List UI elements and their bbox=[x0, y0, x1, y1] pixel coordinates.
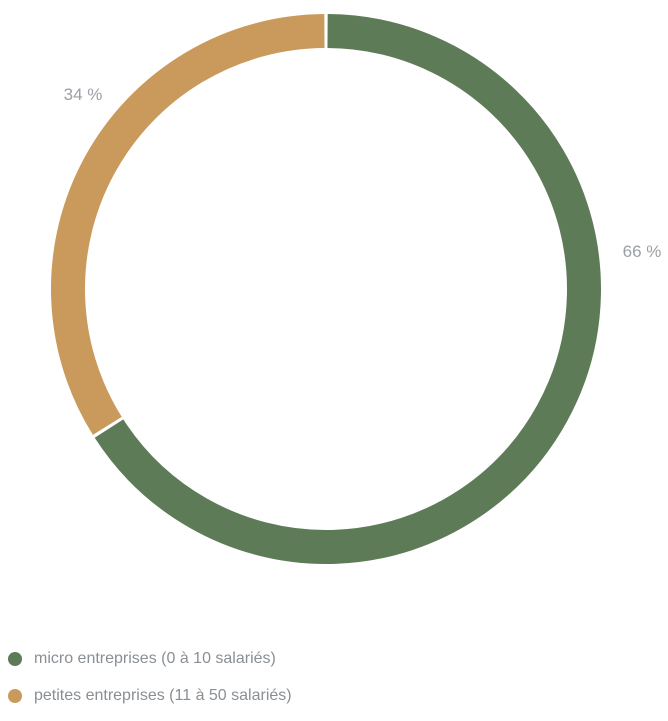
legend-item-petites[interactable]: petites entreprises (11 à 50 salariés) bbox=[8, 684, 292, 708]
legend-item-micro[interactable]: micro entreprises (0 à 10 salariés) bbox=[8, 647, 292, 671]
legend-label-micro: micro entreprises (0 à 10 salariés) bbox=[34, 650, 276, 667]
legend-label-petites: petites entreprises (11 à 50 salariés) bbox=[34, 687, 292, 704]
donut-slice-1[interactable] bbox=[51, 14, 325, 435]
slice-percent-label-1: 34 % bbox=[64, 85, 103, 104]
slice-percent-label-0: 66 % bbox=[623, 242, 662, 261]
legend-marker-micro bbox=[8, 652, 22, 666]
legend: micro entreprises (0 à 10 salariés) peti… bbox=[8, 647, 292, 721]
legend-marker-petites bbox=[8, 689, 22, 703]
donut-chart: 66 % 34 % bbox=[51, 14, 662, 564]
donut-slice-0[interactable] bbox=[94, 14, 601, 564]
